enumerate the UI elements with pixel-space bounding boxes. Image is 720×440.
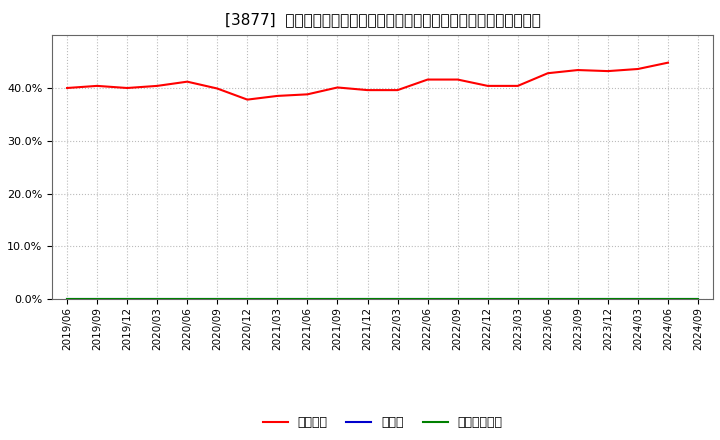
のれん bbox=[63, 297, 71, 302]
繰延税金資産 bbox=[634, 297, 642, 302]
のれん bbox=[693, 297, 702, 302]
のれん bbox=[603, 297, 612, 302]
繰延税金資産 bbox=[544, 297, 552, 302]
繰延税金資産 bbox=[454, 297, 462, 302]
繰延税金資産 bbox=[153, 297, 161, 302]
自己資本 bbox=[513, 83, 522, 88]
自己資本 bbox=[423, 77, 432, 82]
自己資本 bbox=[483, 83, 492, 88]
自己資本 bbox=[393, 88, 402, 93]
Line: 自己資本: 自己資本 bbox=[67, 62, 668, 99]
のれん bbox=[454, 297, 462, 302]
のれん bbox=[93, 297, 102, 302]
自己資本 bbox=[634, 66, 642, 72]
繰延税金資産 bbox=[603, 297, 612, 302]
自己資本 bbox=[183, 79, 192, 84]
自己資本 bbox=[123, 85, 132, 91]
Legend: 自己資本, のれん, 繰延税金資産: 自己資本, のれん, 繰延税金資産 bbox=[263, 416, 503, 429]
のれん bbox=[303, 297, 312, 302]
繰延税金資産 bbox=[363, 297, 372, 302]
繰延税金資産 bbox=[483, 297, 492, 302]
繰延税金資産 bbox=[423, 297, 432, 302]
自己資本 bbox=[213, 86, 222, 91]
繰延税金資産 bbox=[183, 297, 192, 302]
のれん bbox=[423, 297, 432, 302]
自己資本 bbox=[333, 85, 342, 90]
自己資本 bbox=[454, 77, 462, 82]
繰延税金資産 bbox=[213, 297, 222, 302]
のれん bbox=[153, 297, 161, 302]
のれん bbox=[513, 297, 522, 302]
繰延税金資産 bbox=[243, 297, 252, 302]
のれん bbox=[333, 297, 342, 302]
のれん bbox=[273, 297, 282, 302]
のれん bbox=[664, 297, 672, 302]
自己資本 bbox=[664, 60, 672, 65]
のれん bbox=[634, 297, 642, 302]
のれん bbox=[483, 297, 492, 302]
自己資本 bbox=[243, 97, 252, 102]
繰延税金資産 bbox=[63, 297, 71, 302]
自己資本 bbox=[93, 83, 102, 88]
Title: [3877]  自己資本、のれん、繰延税金資産の総資産に対する比率の推移: [3877] 自己資本、のれん、繰延税金資産の総資産に対する比率の推移 bbox=[225, 12, 541, 27]
自己資本 bbox=[603, 69, 612, 74]
自己資本 bbox=[153, 83, 161, 88]
繰延税金資産 bbox=[123, 297, 132, 302]
のれん bbox=[243, 297, 252, 302]
自己資本 bbox=[63, 85, 71, 91]
繰延税金資産 bbox=[513, 297, 522, 302]
繰延税金資産 bbox=[93, 297, 102, 302]
繰延税金資産 bbox=[664, 297, 672, 302]
のれん bbox=[213, 297, 222, 302]
繰延税金資産 bbox=[393, 297, 402, 302]
自己資本 bbox=[544, 70, 552, 76]
繰延税金資産 bbox=[574, 297, 582, 302]
繰延税金資産 bbox=[693, 297, 702, 302]
のれん bbox=[123, 297, 132, 302]
のれん bbox=[363, 297, 372, 302]
自己資本 bbox=[363, 88, 372, 93]
繰延税金資産 bbox=[273, 297, 282, 302]
自己資本 bbox=[303, 92, 312, 97]
自己資本 bbox=[273, 93, 282, 99]
繰延税金資産 bbox=[303, 297, 312, 302]
自己資本 bbox=[574, 67, 582, 73]
のれん bbox=[544, 297, 552, 302]
のれん bbox=[183, 297, 192, 302]
のれん bbox=[393, 297, 402, 302]
繰延税金資産 bbox=[333, 297, 342, 302]
のれん bbox=[574, 297, 582, 302]
